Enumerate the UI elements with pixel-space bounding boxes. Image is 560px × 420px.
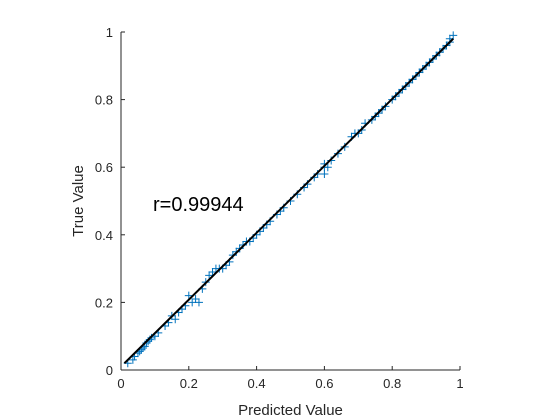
data-point [191, 295, 200, 304]
y-axis-label: True Value [70, 165, 87, 237]
data-point [128, 355, 137, 364]
axes [120, 32, 460, 371]
x-tick-label: 1 [456, 376, 463, 391]
y-tick-label: 1 [106, 25, 113, 40]
x-tick-label: 0.8 [383, 376, 401, 391]
data-point [205, 271, 214, 280]
x-tick-label: 0.2 [180, 376, 198, 391]
fit-line [123, 38, 454, 364]
data-point [208, 267, 217, 276]
x-tick-label: 0.4 [248, 376, 266, 391]
data-point [323, 163, 332, 172]
y-tick-label: 0.4 [95, 228, 113, 243]
y-tick-label: 0.8 [95, 93, 113, 108]
data-point [194, 298, 203, 307]
x-tick-label: 0.6 [315, 376, 333, 391]
data-point [188, 298, 197, 307]
data-point [171, 315, 180, 324]
x-axis-label: Predicted Value [238, 402, 343, 419]
y-axis-ticks: 0 0.2 0.4 0.6 0.8 1 [95, 25, 125, 378]
y-tick-label: 0 [106, 363, 113, 378]
x-axis-ticks: 0 0.2 0.4 0.6 0.8 1 [117, 366, 464, 391]
data-point [449, 31, 458, 40]
correlation-annotation: r=0.99944 [153, 194, 244, 216]
y-tick-label: 0.2 [95, 295, 113, 310]
x-tick-label: 0 [117, 376, 124, 391]
y-tick-label: 0.6 [95, 160, 113, 175]
data-point [320, 169, 329, 178]
